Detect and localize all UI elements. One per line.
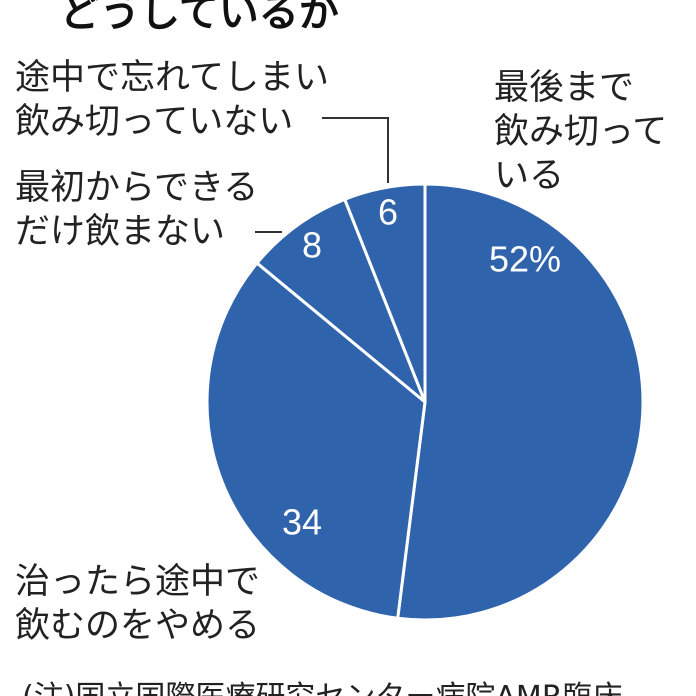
category-label: 最後まで 飲み切って いる — [494, 68, 668, 196]
value-label: 34 — [282, 502, 322, 543]
category-label: 最初からできる だけ飲まない — [15, 168, 259, 252]
footnote: (注)国立国際医療研究センター病院AMR臨床 — [22, 672, 623, 696]
pie-slice — [254, 197, 427, 404]
value-label: 52% — [489, 239, 561, 280]
chart-title: どうしているか — [60, 0, 339, 36]
pie-slice — [205, 260, 427, 620]
leader-line — [322, 117, 389, 183]
value-label: 6 — [378, 192, 398, 233]
category-label: 治ったら途中で 飲むのをやめる — [15, 562, 261, 646]
pie-slice — [342, 182, 427, 403]
category-label: 途中で忘れてしまい 飲み切っていない — [15, 58, 329, 142]
value-label: 8 — [302, 225, 322, 266]
pie-slice — [396, 182, 645, 622]
